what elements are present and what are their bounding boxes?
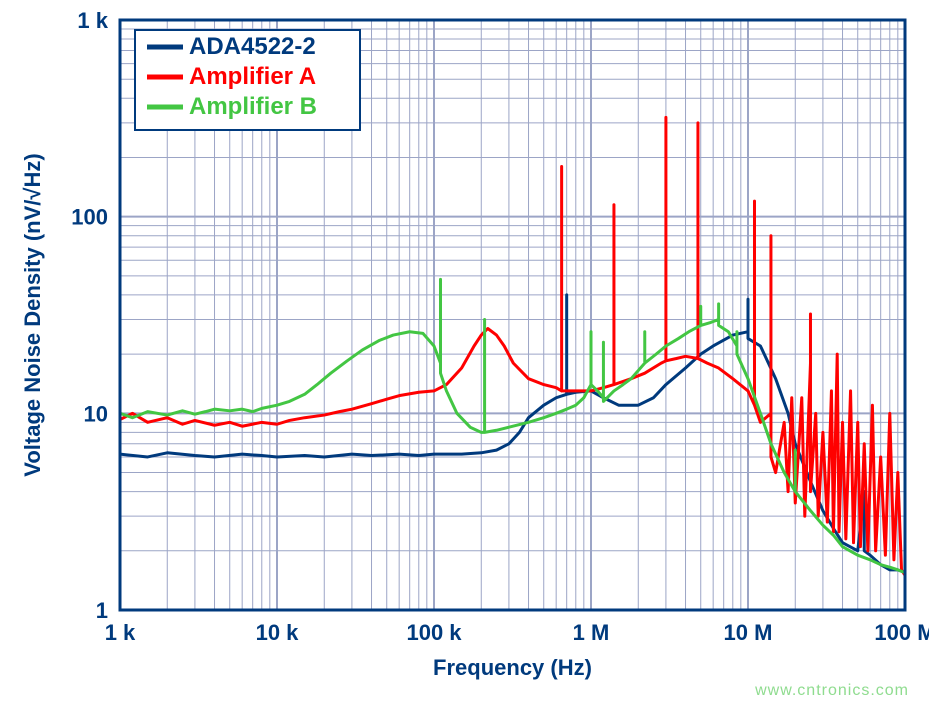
svg-text:10 k: 10 k bbox=[256, 620, 300, 645]
svg-text:1 k: 1 k bbox=[77, 8, 108, 33]
svg-text:ADA4522-2: ADA4522-2 bbox=[189, 33, 316, 60]
svg-text:100 M: 100 M bbox=[874, 620, 929, 645]
svg-text:Voltage Noise Density (nV/√Hz): Voltage Noise Density (nV/√Hz) bbox=[20, 153, 45, 476]
svg-text:10 M: 10 M bbox=[724, 620, 773, 645]
watermark: www.cntronics.com bbox=[755, 682, 909, 700]
svg-text:1 M: 1 M bbox=[573, 620, 610, 645]
svg-text:100 k: 100 k bbox=[406, 620, 462, 645]
svg-text:100: 100 bbox=[71, 205, 108, 230]
svg-text:10: 10 bbox=[84, 401, 108, 426]
svg-text:1: 1 bbox=[96, 598, 108, 623]
svg-text:Amplifier B: Amplifier B bbox=[189, 93, 317, 120]
chart-svg: 1 k 10 k 100 k 1 M 10 M 100 M 1 10 100 1 k Frequen… bbox=[0, 0, 929, 710]
svg-text:Frequency (Hz): Frequency (Hz) bbox=[433, 655, 592, 680]
noise-density-chart: 1 k 10 k 100 k 1 M 10 M 100 M 1 10 100 1 k Frequen… bbox=[0, 0, 929, 710]
svg-text:Amplifier A: Amplifier A bbox=[189, 63, 316, 90]
svg-text:1 k: 1 k bbox=[105, 620, 136, 645]
